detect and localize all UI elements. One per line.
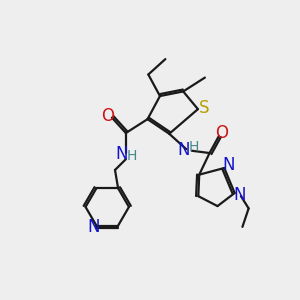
Text: S: S — [199, 99, 209, 117]
Text: H: H — [189, 140, 199, 154]
Text: N: N — [233, 185, 246, 203]
Text: H: H — [127, 149, 137, 163]
Text: O: O — [101, 107, 115, 125]
Text: N: N — [177, 141, 190, 159]
Text: N: N — [223, 156, 235, 174]
Text: N: N — [115, 145, 128, 163]
Text: O: O — [215, 124, 229, 142]
Text: N: N — [87, 218, 100, 236]
